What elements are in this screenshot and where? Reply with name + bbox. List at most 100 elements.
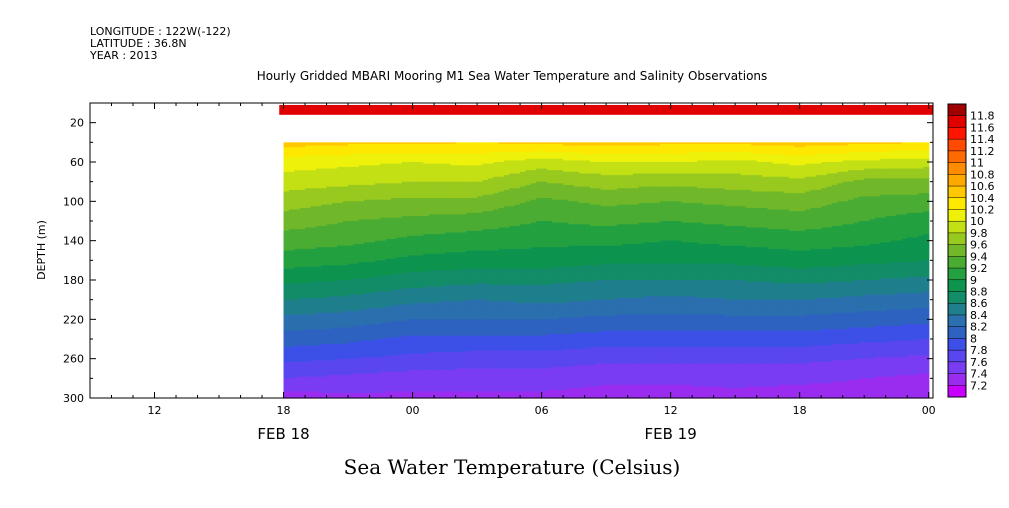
- temperature-cell: [799, 198, 806, 201]
- temperature-cell: [530, 148, 537, 152]
- temperature-cell: [530, 150, 537, 153]
- temperature-cell: [353, 155, 360, 158]
- temperature-cell: [294, 219, 301, 222]
- temperature-cell: [439, 157, 446, 160]
- temperature-cell: [315, 189, 322, 193]
- temperature-cell: [520, 160, 527, 163]
- temperature-cell: [331, 148, 338, 152]
- temperature-cell: [638, 155, 645, 158]
- temperature-cell: [676, 188, 682, 191]
- temperature-cell: [498, 162, 505, 165]
- temperature-cell: [364, 211, 371, 214]
- temperature-cell: [525, 173, 532, 176]
- temperature-cell: [885, 152, 892, 155]
- temperature-cell: [858, 178, 865, 181]
- temperature-cell: [729, 188, 736, 191]
- temperature-cell: [638, 175, 645, 178]
- temperature-cell: [627, 193, 634, 196]
- temperature-cell: [579, 212, 586, 216]
- temperature-cell: [815, 176, 822, 179]
- temperature-cell: [428, 153, 435, 157]
- temperature-cell: [874, 191, 881, 194]
- temperature-cell: [283, 206, 290, 209]
- temperature-cell: [874, 147, 881, 150]
- temperature-cell: [428, 180, 435, 183]
- temperature-cell: [471, 142, 478, 145]
- temperature-cell: [584, 142, 591, 145]
- temperature-cell: [310, 201, 317, 204]
- temperature-cell: [380, 147, 387, 150]
- temperature-cell: [745, 194, 752, 198]
- temperature-cell: [407, 145, 414, 148]
- temperature-cell: [681, 191, 688, 194]
- temperature-cell: [869, 153, 876, 157]
- temperature-cell: [649, 194, 656, 198]
- temperature-cell: [633, 162, 639, 165]
- temperature-cell: [434, 214, 441, 217]
- temperature-cell: [326, 216, 333, 219]
- temperature-cell: [880, 143, 887, 147]
- temperature-cell: [885, 165, 892, 168]
- temperature-cell: [514, 171, 521, 175]
- temperature-cell: [509, 188, 516, 191]
- temperature-cell: [557, 199, 564, 202]
- temperature-cell: [864, 191, 871, 194]
- temperature-cell: [794, 198, 801, 201]
- temperature-cell: [633, 155, 639, 158]
- temperature-cell: [783, 184, 790, 188]
- temperature-cell: [869, 158, 876, 161]
- temperature-cell: [670, 170, 677, 173]
- temperature-cell: [805, 199, 812, 202]
- temperature-cell: [880, 191, 887, 194]
- temperature-cell: [826, 194, 833, 198]
- temperature-cell: [315, 194, 322, 198]
- temperature-cell: [896, 166, 903, 170]
- temperature-cell: [740, 163, 747, 166]
- temperature-cell: [391, 191, 398, 194]
- temperature-cell: [434, 178, 441, 181]
- temperature-cell: [546, 168, 553, 171]
- temperature-cell: [611, 180, 618, 183]
- temperature-cell: [622, 166, 629, 170]
- temperature-cell: [337, 209, 344, 212]
- temperature-cell: [460, 183, 467, 186]
- temperature-cell: [477, 193, 484, 196]
- temperature-cell: [654, 173, 661, 176]
- temperature-cell: [305, 191, 312, 194]
- temperature-cell: [880, 153, 887, 157]
- temperature-cell: [638, 157, 645, 160]
- temperature-cell: [514, 184, 521, 188]
- temperature-cell: [659, 166, 666, 170]
- temperature-cell: [434, 188, 441, 191]
- temperature-cell: [374, 143, 381, 147]
- temperature-cell: [450, 206, 457, 209]
- temperature-cell: [896, 160, 903, 163]
- temperature-cell: [735, 160, 742, 163]
- temperature-cell: [783, 186, 790, 189]
- temperature-cell: [923, 160, 930, 163]
- temperature-cell: [401, 176, 408, 179]
- temperature-cell: [315, 202, 322, 206]
- temperature-cell: [815, 142, 822, 145]
- temperature-cell: [869, 152, 876, 155]
- temperature-cell: [439, 212, 446, 216]
- temperature-cell: [848, 166, 855, 170]
- temperature-cell: [842, 158, 849, 161]
- temperature-cell: [423, 180, 430, 183]
- temperature-cell: [778, 180, 785, 183]
- temperature-cell: [858, 191, 865, 194]
- temperature-cell: [762, 142, 769, 145]
- temperature-cell: [643, 147, 650, 150]
- temperature-cell: [767, 176, 774, 179]
- temperature-cell: [633, 142, 639, 145]
- temperature-cell: [606, 180, 613, 183]
- temperature-cell: [815, 199, 822, 202]
- temperature-cell: [326, 157, 333, 160]
- temperature-cell: [891, 166, 898, 170]
- temperature-cell: [471, 160, 478, 163]
- temperature-cell: [487, 165, 494, 168]
- temperature-cell: [772, 173, 779, 176]
- temperature-cell: [810, 181, 817, 184]
- temperature-cell: [724, 155, 731, 158]
- temperature-cell: [471, 207, 478, 211]
